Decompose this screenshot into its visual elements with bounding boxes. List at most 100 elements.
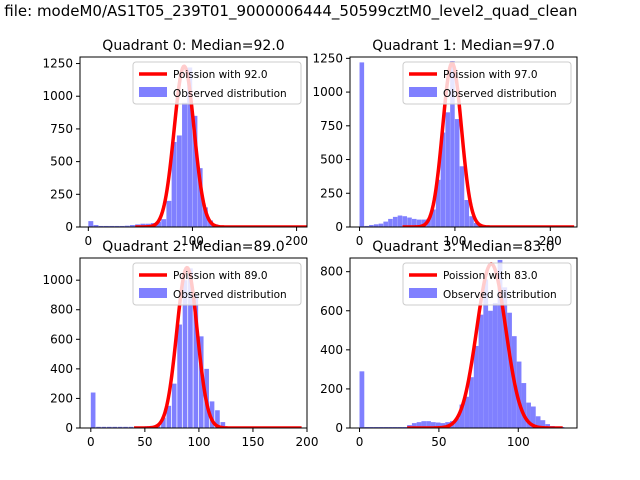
histogram-bar	[176, 135, 182, 227]
histogram-bar	[469, 216, 474, 227]
histogram-bar	[112, 426, 118, 428]
histogram-bar	[161, 417, 166, 428]
quadrant-2-legend: Poission with 89.0 Observed distribution	[132, 262, 302, 306]
histogram-bar	[182, 280, 188, 428]
y-tick-label: 0	[65, 421, 73, 435]
histogram-bar	[101, 426, 107, 428]
histogram-bar	[177, 324, 182, 428]
histogram-bar	[397, 215, 403, 227]
poisson-fit-line	[133, 265, 303, 428]
x-tick-label: 100	[507, 435, 530, 449]
x-tick-label: 0	[356, 234, 364, 248]
histogram-bar	[454, 418, 460, 428]
histogram-bar	[359, 62, 365, 227]
x-tick-label: 0	[85, 234, 93, 248]
histogram-bar	[507, 312, 512, 428]
y-tick-label: 750	[320, 119, 343, 133]
histogram-bar	[202, 207, 208, 227]
y-tick-label: 400	[320, 343, 343, 357]
quadrant-3-panel: 0 50 100 0 200 400 600 800 Quadrant 3: Median=83…	[320, 239, 578, 449]
histogram-bar	[435, 422, 441, 428]
legend-observed-swatch	[409, 288, 437, 298]
histogram-bar	[535, 416, 541, 428]
legend-observed-label: Observed distribution	[443, 289, 557, 301]
histogram-bar	[454, 119, 460, 227]
legend-observed-label: Observed distribution	[173, 88, 287, 100]
y-tick-label: 1250	[42, 57, 73, 71]
histogram-bar	[156, 221, 161, 227]
y-tick-label: 1000	[42, 89, 73, 103]
histogram-bar	[492, 302, 498, 428]
quadrant-1-legend: Poission with 97.0 Observed distribution	[402, 61, 572, 105]
y-tick-label: 200	[50, 391, 73, 405]
histogram-bar	[545, 424, 551, 428]
histogram-bar	[411, 423, 417, 428]
y-tick-label: 750	[50, 122, 73, 136]
histogram-bar	[473, 345, 479, 428]
histogram-bar	[464, 200, 470, 227]
histogram-bar	[445, 112, 450, 227]
y-tick-label: 800	[320, 265, 343, 279]
histogram-bar	[426, 421, 431, 428]
legend-observed-label: Observed distribution	[173, 289, 287, 301]
legend-fit-label: Poission with 92.0	[173, 69, 268, 81]
y-tick-label: 250	[50, 187, 73, 201]
histogram-bar	[109, 225, 115, 227]
histogram-bar	[440, 423, 446, 428]
y-tick-label: 400	[50, 362, 73, 376]
histogram-bar	[166, 405, 172, 428]
quadrant-2-plot-area	[90, 265, 303, 428]
histogram-bar	[129, 225, 135, 227]
histogram-bar	[483, 279, 489, 428]
histogram-bar	[171, 142, 177, 227]
legend-fit-label: Poission with 97.0	[443, 69, 538, 81]
histogram-bar	[187, 67, 193, 227]
legend-observed-label: Observed distribution	[443, 88, 557, 100]
histogram-bar	[478, 314, 484, 428]
x-tick-label: 200	[539, 234, 562, 248]
y-tick-label: 1000	[312, 85, 343, 99]
quadrant-3-title: Quadrant 3: Median=83.0	[372, 239, 554, 255]
y-tick-label: 200	[320, 382, 343, 396]
histogram-bar	[103, 225, 109, 227]
quadrant-0-legend: Poission with 92.0 Observed distribution	[132, 61, 302, 105]
quadrant-3-axes-frame	[349, 257, 578, 429]
histogram-bar	[383, 221, 388, 227]
histogram-bar	[430, 422, 436, 428]
y-tick-label: 600	[320, 304, 343, 318]
x-tick-label: 50	[137, 435, 152, 449]
histogram-bar	[166, 200, 172, 227]
histogram-bar	[88, 221, 94, 227]
x-tick-label: 0	[87, 435, 95, 449]
histogram-bar	[502, 287, 508, 428]
histogram-bar	[161, 219, 167, 227]
x-tick-label: 100	[443, 234, 466, 248]
histogram-bar	[197, 168, 203, 227]
histogram-bar	[182, 102, 187, 227]
y-tick-label: 0	[65, 220, 73, 234]
histogram-bar	[421, 421, 427, 428]
histogram-bar	[171, 383, 177, 428]
quadrant-1-panel: 0 100 200 0 250 500 750 1000 1250 Quadrant 1: Med…	[312, 38, 578, 248]
histogram-bar	[364, 225, 369, 227]
histogram-bar	[450, 61, 455, 227]
quadrant-1-title: Quadrant 1: Median=97.0	[372, 38, 554, 54]
x-tick-label: 200	[285, 234, 308, 248]
legend-frame	[132, 262, 302, 306]
legend-observed-swatch	[139, 288, 167, 298]
x-tick-label: 200	[296, 435, 319, 449]
histogram-bar	[464, 396, 470, 428]
histogram-bar	[96, 426, 101, 428]
y-tick-label: 600	[50, 332, 73, 346]
histogram-bar	[119, 225, 125, 227]
histogram-bar	[402, 216, 408, 227]
histogram-bar	[540, 420, 546, 428]
histogram-bar	[388, 218, 393, 227]
histogram-bar	[359, 371, 365, 428]
histogram-bar	[440, 132, 446, 227]
x-tick-label: 0	[356, 435, 364, 449]
y-tick-label: 800	[50, 303, 73, 317]
x-tick-label: 150	[241, 435, 264, 449]
histogram-bar	[530, 406, 536, 428]
